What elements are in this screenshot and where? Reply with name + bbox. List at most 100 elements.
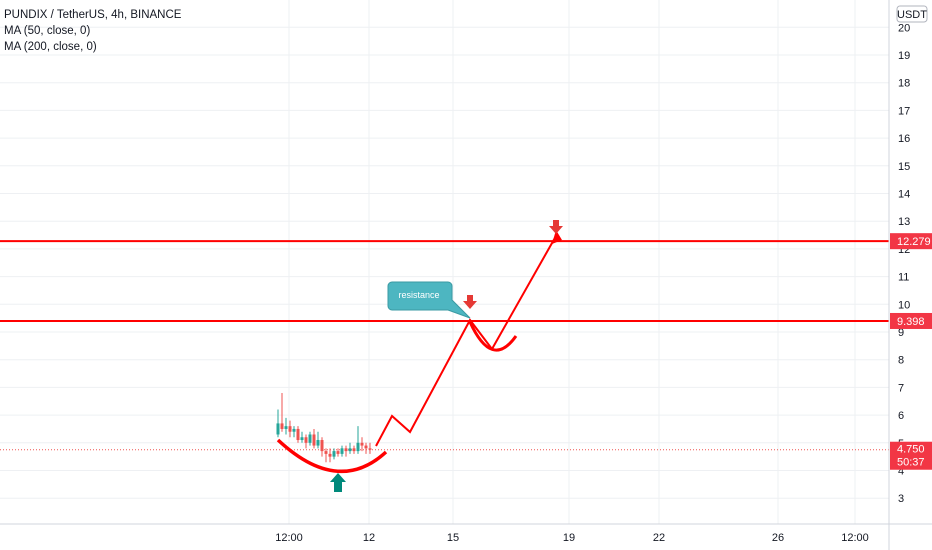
candle-body xyxy=(280,423,284,429)
price-tick-label: 9 xyxy=(898,327,904,339)
price-tick-label: 4 xyxy=(898,466,904,478)
price-tick-label: 14 xyxy=(898,189,910,201)
drawings xyxy=(0,230,889,474)
price-tick-label: 7 xyxy=(898,382,904,394)
price-axis[interactable]: 34567891011121314151617181920USDT12.2799… xyxy=(888,0,932,550)
price-tick-label: 20 xyxy=(898,22,910,34)
candle xyxy=(316,431,320,449)
ma200-legend[interactable]: MA (200, close, 0) xyxy=(4,41,97,53)
currency-box xyxy=(896,5,928,23)
projection-arrowhead xyxy=(552,230,562,244)
candle-body xyxy=(308,434,312,443)
candle xyxy=(348,442,352,454)
time-tick-label: 26 xyxy=(772,532,784,544)
time-axis[interactable]: 12:00 12 15 19 22 26 12:00 xyxy=(0,523,932,544)
price-tick-label: 16 xyxy=(898,133,910,145)
time-tick-label: 22 xyxy=(653,532,665,544)
candle xyxy=(340,445,344,457)
candle-body xyxy=(340,448,344,454)
candle xyxy=(352,445,356,454)
candle-body xyxy=(368,448,372,450)
time-tick-label: 15 xyxy=(447,532,459,544)
price-tick-label: 19 xyxy=(898,50,910,62)
candle-body xyxy=(300,437,304,441)
candle-body xyxy=(328,453,332,457)
target-price-label: 12.279 xyxy=(897,236,931,248)
candle xyxy=(320,437,324,457)
candle xyxy=(344,445,348,457)
last-price-tag xyxy=(890,441,932,470)
last-price-label: 4.750 xyxy=(897,444,925,456)
candle-body xyxy=(276,423,280,435)
buy-arrow-icon xyxy=(330,473,346,492)
candle-body xyxy=(356,442,360,452)
price-tick-label: 15 xyxy=(898,161,910,173)
candle-body xyxy=(348,448,352,452)
candle xyxy=(300,431,304,443)
price-tick-label: 17 xyxy=(898,105,910,117)
projection-path xyxy=(375,235,557,447)
candle-body xyxy=(336,451,340,454)
price-tick-label: 3 xyxy=(898,493,904,505)
candle-body xyxy=(316,440,320,446)
time-tick-label: 12:00 xyxy=(841,532,869,544)
resistance-callout xyxy=(387,281,471,319)
candle-body xyxy=(288,426,292,432)
candle-body xyxy=(324,451,328,454)
currency-label: USDT xyxy=(897,9,927,21)
candle xyxy=(364,442,368,454)
time-tick-label: 19 xyxy=(563,532,575,544)
candle-body xyxy=(360,442,364,446)
target-price-tag xyxy=(890,233,932,250)
price-tick-label: 10 xyxy=(898,299,910,311)
candle xyxy=(324,448,328,463)
candle xyxy=(280,392,284,432)
candle xyxy=(336,448,340,457)
candle xyxy=(308,431,312,446)
candle xyxy=(312,428,316,449)
legend: PUNDIX / TetherUS, 4h, BINANCE MA (50, c… xyxy=(4,7,181,55)
candle xyxy=(296,426,300,443)
candle xyxy=(356,426,360,454)
candle-body xyxy=(292,428,296,432)
candle xyxy=(304,434,308,449)
resistance-sell-arrow-icon xyxy=(463,295,477,309)
candle xyxy=(292,426,296,438)
price-tick-label: 11 xyxy=(898,272,909,284)
time-tick-label: 12 xyxy=(363,532,375,544)
cup-arc xyxy=(276,438,388,474)
price-tick-label: 13 xyxy=(898,216,910,228)
candle-body xyxy=(312,434,316,446)
candle-body xyxy=(284,426,288,429)
candles xyxy=(276,392,372,463)
resistance-price-tag xyxy=(890,312,932,329)
candle-body xyxy=(352,448,356,452)
candle-body xyxy=(332,451,336,457)
grid xyxy=(0,0,889,524)
candle-body xyxy=(304,437,308,443)
candle xyxy=(328,448,332,463)
candle xyxy=(368,442,372,454)
price-tick-label: 6 xyxy=(898,410,904,422)
candle-body xyxy=(296,428,300,441)
ma50-legend[interactable]: MA (50, close, 0) xyxy=(4,25,91,37)
resistance-callout-text: resistance xyxy=(398,290,439,300)
candle xyxy=(360,437,364,452)
candle xyxy=(288,420,292,438)
candle-body xyxy=(344,448,348,452)
handle-arc xyxy=(468,321,518,352)
time-tick-label: 12:00 xyxy=(275,532,303,544)
resistance-price-label: 9.398 xyxy=(897,316,925,328)
candle xyxy=(276,409,280,438)
countdown-label: 50:37 xyxy=(897,457,925,469)
price-tick-label: 18 xyxy=(898,78,910,90)
candle xyxy=(284,417,288,435)
candle-body xyxy=(320,440,324,452)
target-sell-arrow-icon xyxy=(549,220,563,234)
candle xyxy=(332,448,336,460)
annotations: resistance xyxy=(330,220,563,492)
candle-body xyxy=(364,445,368,449)
price-tick-label: 8 xyxy=(898,355,904,367)
symbol-title[interactable]: PUNDIX / TetherUS, 4h, BINANCE xyxy=(4,9,182,21)
